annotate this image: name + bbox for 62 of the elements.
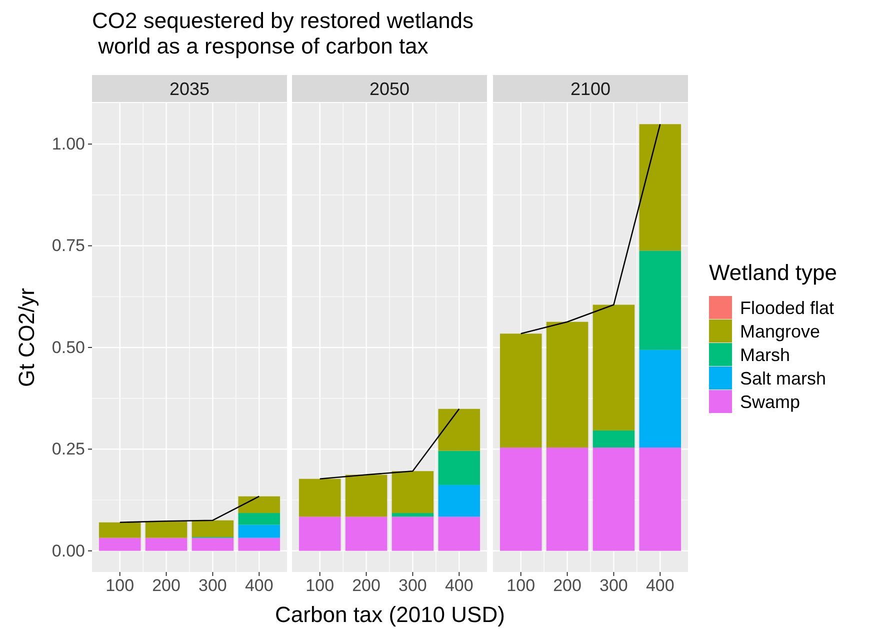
bar — [298, 516, 341, 551]
y-tick-label: 1.00 — [52, 134, 85, 154]
bar — [238, 524, 280, 538]
bar — [345, 516, 388, 551]
x-tick-label: 300 — [600, 576, 628, 596]
bar — [592, 304, 635, 430]
chart-subtitle: 2035 — [169, 79, 210, 99]
bar — [192, 538, 234, 551]
bar — [639, 448, 682, 551]
bar — [546, 448, 588, 551]
chart-title: CO2 sequestered by restored wetlands world as a response of carbon tax — [92, 8, 474, 58]
x-tick-label: 300 — [398, 576, 427, 596]
x-tick-label: 200 — [553, 576, 582, 596]
bar — [438, 408, 480, 451]
bar — [192, 520, 234, 538]
legend-title: Wetland type — [709, 260, 838, 285]
legend-label: Salt marsh — [740, 368, 826, 388]
bar — [438, 450, 480, 485]
y-tick-label: 0.00 — [52, 541, 85, 560]
bar — [145, 521, 188, 538]
bar — [392, 513, 434, 517]
bar — [98, 522, 141, 538]
bar — [592, 448, 635, 551]
bar — [238, 538, 280, 551]
x-tick-label: 400 — [646, 576, 674, 596]
bar — [145, 538, 188, 551]
bar — [500, 334, 542, 448]
y-tick-label: 0.50 — [52, 338, 85, 357]
legend-label: Marsh — [740, 345, 790, 365]
y-tick-label: 0.25 — [52, 440, 85, 459]
x-tick-label: 100 — [306, 576, 334, 596]
legend-label: Swamp — [740, 392, 800, 412]
bar — [392, 516, 434, 551]
x-axis-title: Carbon tax (2010 USD) — [275, 602, 505, 627]
bar — [298, 478, 341, 517]
x-tick-label: 200 — [152, 576, 180, 596]
chart-subtitle: 2100 — [570, 79, 611, 99]
y-axis-title: Gt CO2/yr — [14, 288, 39, 388]
bar — [639, 250, 682, 350]
legend-label: Mangrove — [740, 322, 820, 342]
bar — [438, 484, 480, 517]
x-tick-label: 200 — [352, 576, 380, 596]
bar — [592, 430, 635, 448]
y-tick-label: 0.75 — [52, 236, 85, 256]
bar — [238, 496, 280, 514]
line-series — [119, 496, 260, 524]
x-tick-label: 400 — [244, 576, 274, 596]
bar — [546, 322, 588, 448]
bar — [639, 350, 682, 448]
bar — [438, 516, 480, 551]
bar — [345, 474, 388, 517]
x-tick-label: 100 — [106, 576, 134, 596]
chart-subtitle: 2050 — [369, 79, 410, 99]
x-tick-label: 100 — [506, 576, 536, 596]
bar — [98, 538, 141, 551]
bar — [392, 471, 434, 514]
x-tick-label: 300 — [198, 576, 227, 596]
bar — [500, 448, 542, 551]
legend-label: Flooded flat — [740, 298, 834, 318]
bar — [639, 124, 682, 251]
bar — [238, 513, 280, 525]
x-tick-label: 400 — [444, 576, 474, 596]
